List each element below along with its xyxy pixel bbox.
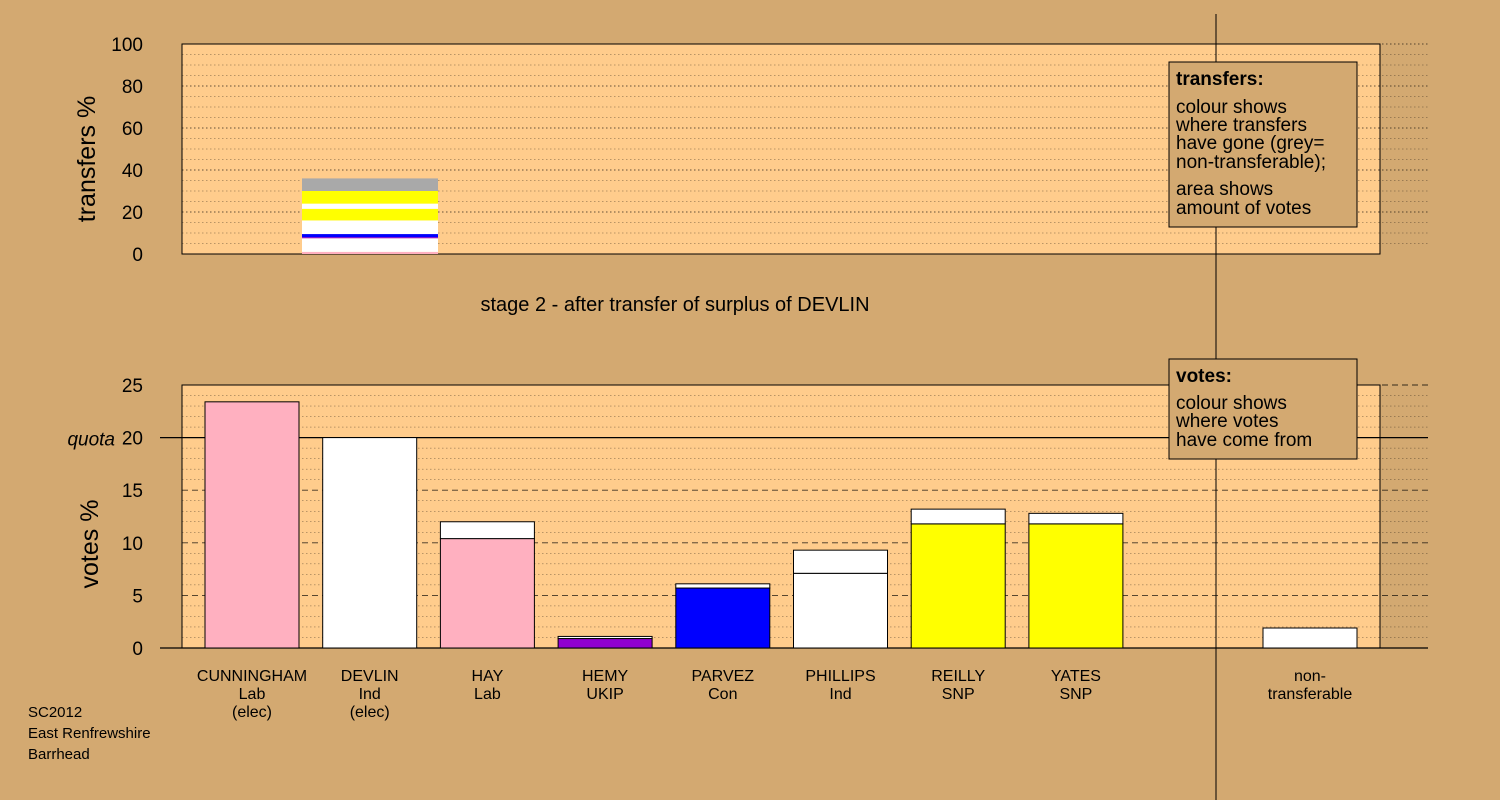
- votes-legend-line: colour shows: [1176, 393, 1287, 414]
- transfers-legend-line: colour shows: [1176, 97, 1287, 118]
- candidate-labels: CUNNINGHAMLab(elec)DEVLINInd(elec)HAYLab…: [197, 668, 1352, 721]
- candidate-name: REILLY: [931, 668, 985, 685]
- transfers-y-axis-title: transfers %: [73, 96, 101, 222]
- votes-y-tick: 25: [122, 376, 143, 397]
- vote-bar-segment: [557, 638, 653, 649]
- vote-bar-segment: [1028, 523, 1124, 649]
- nontransferable-label: non-: [1294, 668, 1326, 685]
- votes-legend: votes: colour shows where votes have com…: [1168, 358, 1358, 460]
- vote-bar-segment: [675, 583, 771, 589]
- vote-bar-segment: [204, 401, 300, 649]
- vote-bar-segment: [557, 635, 653, 640]
- source-note: SC2012 East Renfrewshire Barrhead: [28, 704, 151, 763]
- transfer-segment: [302, 208, 438, 221]
- nontransferable-bar: [1262, 627, 1358, 649]
- candidate-party: SNP: [942, 686, 975, 703]
- candidate-status: (elec): [350, 704, 390, 721]
- votes-y-tick: 15: [122, 481, 143, 502]
- vote-bar-segment: [793, 549, 888, 574]
- candidate-status: (elec): [232, 704, 272, 721]
- candidate-party: UKIP: [586, 686, 623, 703]
- vote-bar-segment: [439, 538, 535, 649]
- votes-y-tick: 10: [122, 534, 143, 555]
- transfers-y-tick: 0: [132, 245, 143, 266]
- candidate-party: SNP: [1059, 686, 1092, 703]
- transfers-y-tick: 80: [122, 77, 143, 98]
- votes-y-tick: 0: [132, 639, 143, 660]
- votes-y-ticks: 0 5 10 15 20 25 quota: [67, 376, 143, 660]
- quota-label: quota: [67, 430, 115, 451]
- candidate-name: PHILLIPS: [805, 668, 875, 685]
- transfer-segment: [302, 203, 438, 209]
- transfer-segment: [302, 238, 438, 252]
- candidate-name: DEVLIN: [341, 668, 399, 685]
- transfer-segment: [302, 251, 438, 254]
- votes-y-tick: 5: [132, 586, 143, 607]
- candidate-party: Ind: [829, 686, 851, 703]
- votes-y-tick: 20: [122, 429, 143, 450]
- source-line: SC2012: [28, 704, 82, 721]
- transfers-legend-line: area shows: [1176, 179, 1273, 200]
- candidate-party: Lab: [474, 686, 501, 703]
- vote-bar-segment: [675, 587, 771, 649]
- candidate-party: Con: [708, 686, 737, 703]
- source-line: East Renfrewshire: [28, 725, 151, 742]
- candidate-party: Lab: [239, 686, 266, 703]
- vote-bar-segment: [322, 437, 418, 649]
- transfers-legend-line: amount of votes: [1176, 198, 1311, 219]
- vote-bar-segment: [910, 523, 1006, 649]
- transfer-segment: [302, 178, 438, 191]
- candidate-name: HAY: [472, 668, 504, 685]
- candidate-name: CUNNINGHAM: [197, 668, 307, 685]
- transfers-legend-line: non-transferable);: [1176, 152, 1326, 173]
- votes-bars: [204, 401, 1358, 649]
- source-line: Barrhead: [28, 746, 90, 763]
- transfers-bar: [302, 178, 438, 254]
- candidate-name: YATES: [1051, 668, 1101, 685]
- transfer-segment: [302, 220, 438, 235]
- votes-legend-box: [1168, 358, 1358, 460]
- transfers-legend: transfers: colour shows where transfers …: [1168, 61, 1358, 228]
- votes-y-axis-title: votes %: [76, 500, 104, 589]
- transfers-y-tick: 100: [111, 35, 143, 56]
- transfers-legend-title: transfers:: [1176, 69, 1264, 90]
- votes-legend-title: votes:: [1176, 366, 1232, 387]
- transfers-y-ticks: 0 20 40 60 80 100: [111, 35, 143, 266]
- transfers-y-tick: 60: [122, 119, 143, 140]
- transfer-segment: [302, 191, 438, 204]
- vote-bar-segment: [1028, 512, 1124, 525]
- transfers-y-tick: 40: [122, 161, 143, 182]
- nontransferable-label: transferable: [1268, 686, 1353, 703]
- vote-bar-segment: [793, 572, 888, 649]
- transfers-legend-line: have gone (grey=: [1176, 133, 1324, 154]
- vote-bar-segment: [910, 508, 1006, 525]
- votes-legend-line: where votes: [1175, 411, 1278, 432]
- candidate-name: PARVEZ: [692, 668, 755, 685]
- votes-legend-line: have come from: [1176, 430, 1312, 451]
- transfer-segment: [302, 234, 438, 238]
- stage-caption: stage 2 - after transfer of surplus of D…: [480, 294, 869, 316]
- candidate-name: HEMY: [582, 668, 629, 685]
- transfers-legend-box: [1168, 61, 1358, 228]
- vote-bar-segment: [439, 521, 535, 540]
- transfers-y-tick: 20: [122, 203, 143, 224]
- candidate-party: Ind: [359, 686, 381, 703]
- transfer-segment: [302, 237, 438, 239]
- transfers-legend-line: where transfers: [1175, 115, 1307, 136]
